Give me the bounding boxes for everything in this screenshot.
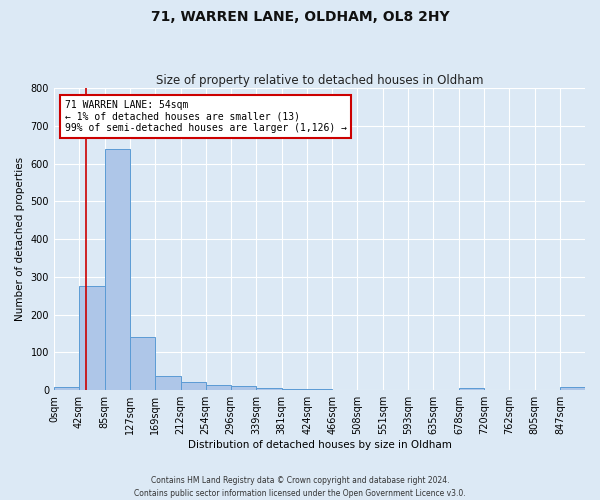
Bar — [54, 387, 79, 390]
X-axis label: Distribution of detached houses by size in Oldham: Distribution of detached houses by size … — [188, 440, 451, 450]
Bar — [206, 386, 231, 390]
Y-axis label: Number of detached properties: Number of detached properties — [15, 157, 25, 322]
Text: 71, WARREN LANE, OLDHAM, OL8 2HY: 71, WARREN LANE, OLDHAM, OL8 2HY — [151, 10, 449, 24]
Bar — [231, 386, 256, 390]
Bar — [130, 338, 155, 390]
Bar — [560, 387, 585, 390]
Bar — [256, 388, 281, 390]
Title: Size of property relative to detached houses in Oldham: Size of property relative to detached ho… — [156, 74, 483, 87]
Text: Contains HM Land Registry data © Crown copyright and database right 2024.
Contai: Contains HM Land Registry data © Crown c… — [134, 476, 466, 498]
Text: 71 WARREN LANE: 54sqm
← 1% of detached houses are smaller (13)
99% of semi-detac: 71 WARREN LANE: 54sqm ← 1% of detached h… — [65, 100, 347, 134]
Bar — [181, 382, 206, 390]
Bar — [459, 388, 484, 390]
Bar — [155, 376, 181, 390]
Bar — [104, 148, 130, 390]
Bar — [79, 286, 104, 390]
